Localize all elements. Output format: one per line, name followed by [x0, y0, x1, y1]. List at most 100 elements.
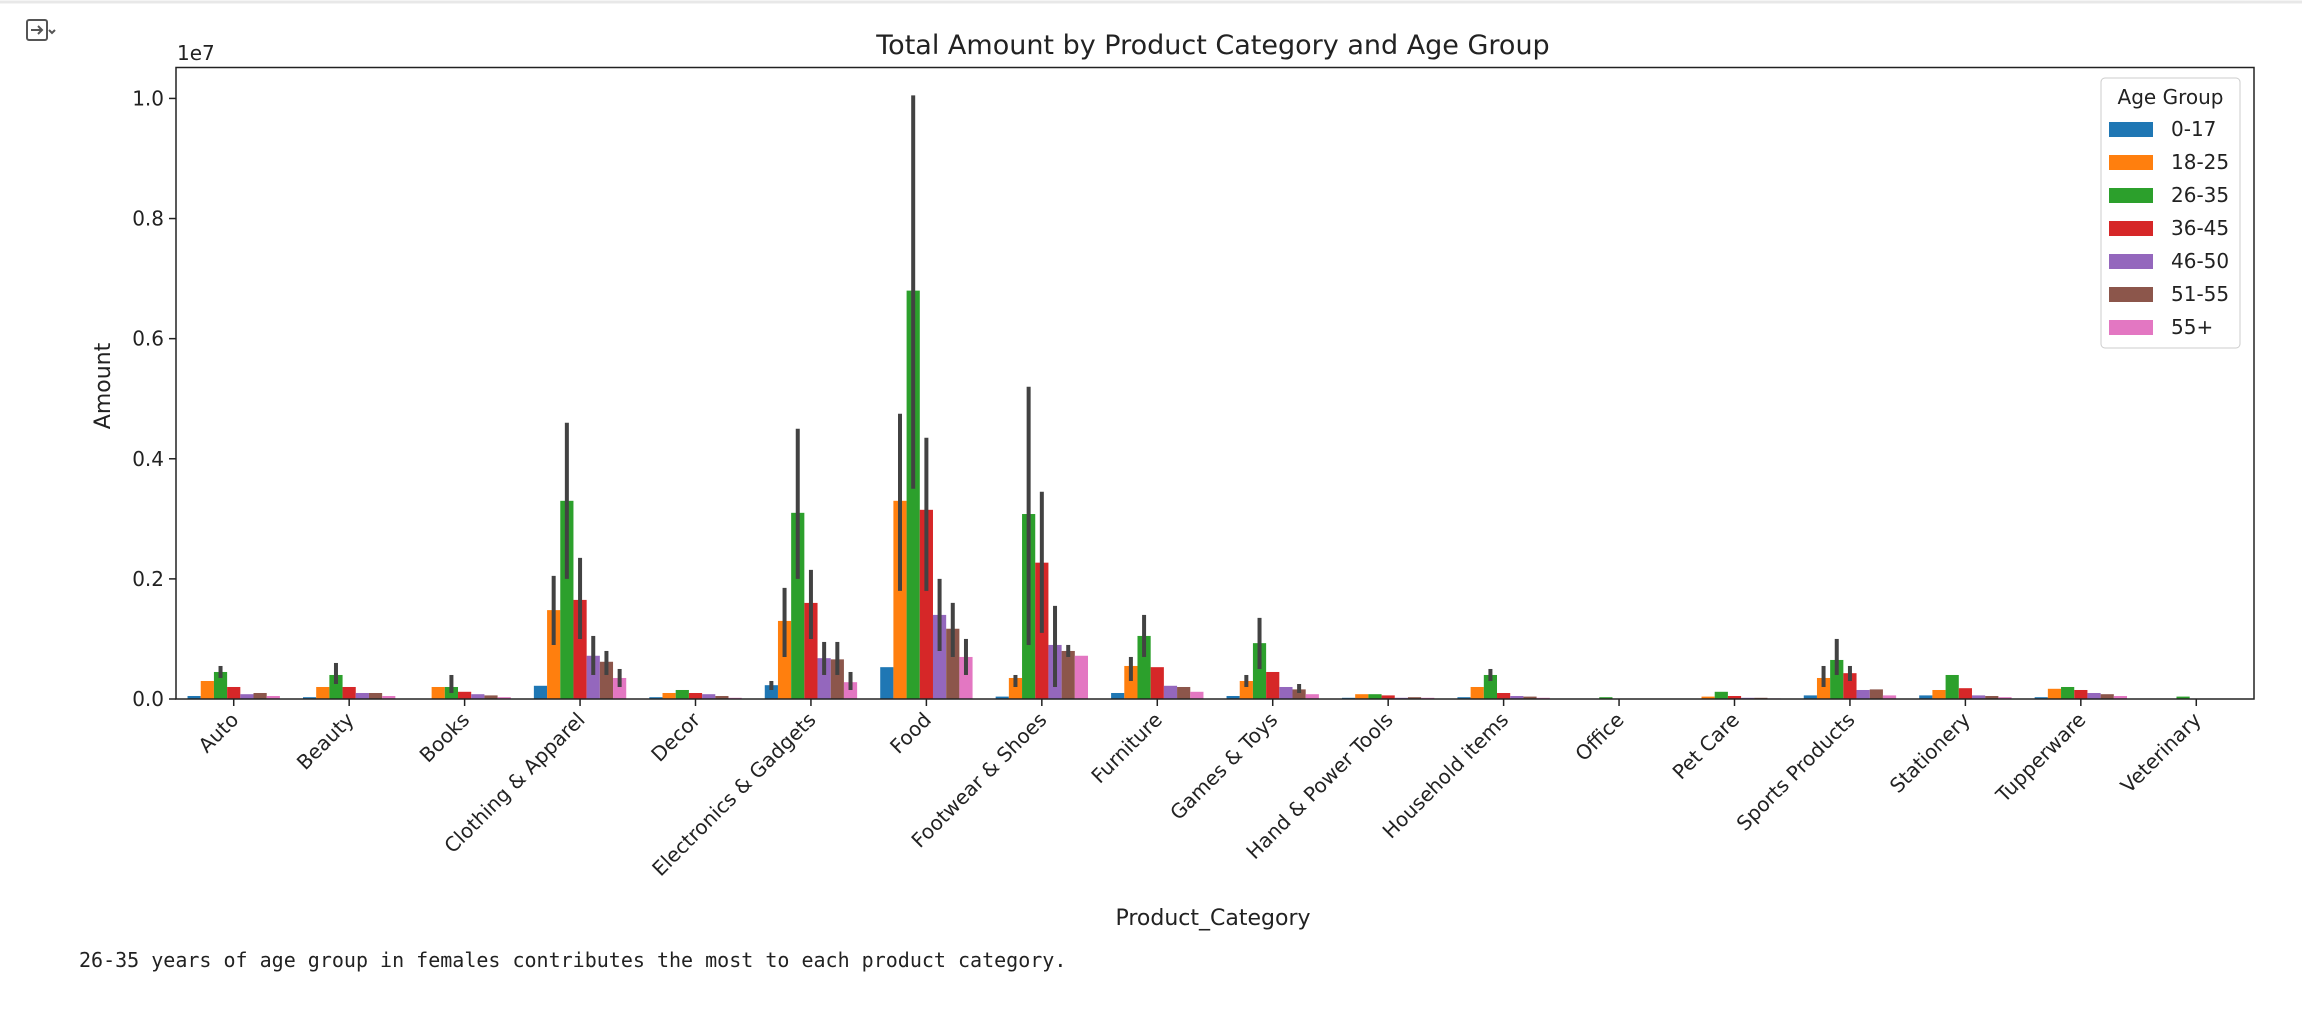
- bar: [1869, 689, 1883, 699]
- bar: [1279, 686, 1293, 699]
- icon-arrow[interactable]: [31, 25, 56, 35]
- icon-frame[interactable]: [26, 19, 48, 41]
- bar: [1124, 665, 1138, 699]
- bar: [817, 658, 831, 699]
- bar: [1843, 673, 1857, 699]
- bar: [1714, 691, 1728, 699]
- bar: [919, 509, 933, 699]
- legend-swatch: [2109, 287, 2153, 302]
- bar: [804, 602, 818, 699]
- bar: [893, 500, 907, 699]
- bar: [1856, 689, 1870, 699]
- bar: [688, 692, 703, 699]
- bar: [1523, 696, 1537, 699]
- legend-swatch: [2109, 155, 2153, 170]
- bar: [1919, 695, 1933, 699]
- bar: [1111, 692, 1125, 699]
- bar: [1381, 695, 1395, 699]
- bar: [675, 689, 689, 699]
- x-axis-label: Product_Category: [1115, 906, 1310, 931]
- bar: [764, 685, 778, 699]
- bar: [715, 695, 729, 699]
- bar: [1599, 697, 1613, 699]
- legend-title: Age Group: [2118, 85, 2224, 109]
- x-tick-label: Auto: [193, 708, 243, 758]
- legend-label: 46-50: [2171, 249, 2229, 273]
- legend-label: 51-55: [2171, 282, 2229, 306]
- y-axis-label: Amount: [91, 342, 116, 429]
- bar: [843, 682, 858, 699]
- x-tick-label: Household items: [1378, 708, 1514, 844]
- bar: [253, 692, 267, 699]
- legend-swatch: [2109, 320, 2153, 335]
- bar: [1266, 671, 1280, 699]
- y-tick-label: 0.2: [132, 567, 164, 591]
- legend-label: 18-25: [2171, 150, 2229, 174]
- bar: [613, 677, 627, 699]
- bar: [1830, 659, 1844, 699]
- x-tick-label: Veterinary: [2116, 707, 2206, 797]
- bar: [200, 680, 214, 699]
- x-tick-label: Office: [1570, 708, 1628, 766]
- bar: [1483, 674, 1498, 699]
- bar: [1074, 655, 1089, 699]
- x-tick-label: Tupperware: [1990, 708, 2090, 808]
- bar: [1163, 685, 1178, 699]
- legend-swatch: [2109, 221, 2153, 236]
- legend-label: 55+: [2171, 315, 2213, 339]
- bar: [302, 697, 317, 699]
- note: 26-35 years of age group in females cont…: [79, 948, 1066, 972]
- bar: [368, 692, 383, 699]
- bar: [573, 599, 587, 699]
- bar: [1497, 692, 1511, 699]
- bar: [777, 620, 792, 699]
- bar: [1137, 635, 1151, 699]
- x-tick-label: Stationery: [1885, 707, 1975, 797]
- bar: [830, 659, 844, 699]
- bar: [2100, 694, 2114, 699]
- legend-swatch: [2109, 188, 2153, 203]
- bar: [599, 661, 614, 699]
- bar: [1803, 695, 1817, 699]
- bar: [547, 610, 561, 699]
- bar: [2047, 688, 2062, 699]
- bar: [382, 695, 396, 699]
- output-icon[interactable]: [26, 19, 56, 41]
- y-tick-label: 0.6: [132, 327, 164, 351]
- bar: [2087, 692, 2101, 699]
- bar: [1355, 694, 1369, 699]
- bar: [1177, 686, 1191, 699]
- bar: [471, 694, 485, 699]
- bar: [946, 628, 960, 699]
- y-scale-label: 1e7: [177, 41, 215, 65]
- bar: [1305, 694, 1319, 699]
- bar: [1727, 695, 1742, 699]
- bar: [791, 512, 805, 699]
- bar: [1945, 674, 1959, 699]
- bar: [1292, 689, 1306, 699]
- bar: [497, 697, 511, 699]
- bar: [458, 691, 472, 699]
- bar: [533, 685, 548, 699]
- bar: [1368, 694, 1382, 699]
- bar: [1190, 691, 1204, 699]
- bar: [1958, 688, 1972, 699]
- x-tick-label: Beauty: [292, 707, 359, 774]
- legend-swatch: [2109, 122, 2153, 137]
- bar: [1457, 697, 1471, 699]
- legend-label: 36-45: [2171, 216, 2229, 240]
- bar: [1882, 695, 1897, 699]
- bar: [662, 692, 676, 699]
- bar: [316, 686, 330, 699]
- bar: [2034, 697, 2048, 699]
- bar: [1985, 695, 1999, 699]
- bar: [329, 674, 343, 699]
- bar: [1932, 689, 1946, 699]
- bar: [240, 694, 254, 699]
- bar: [342, 686, 356, 699]
- legend-label: 26-35: [2171, 183, 2229, 207]
- x-tick-label: Sports Products: [1732, 708, 1860, 836]
- x-tick-label: Food: [885, 708, 936, 759]
